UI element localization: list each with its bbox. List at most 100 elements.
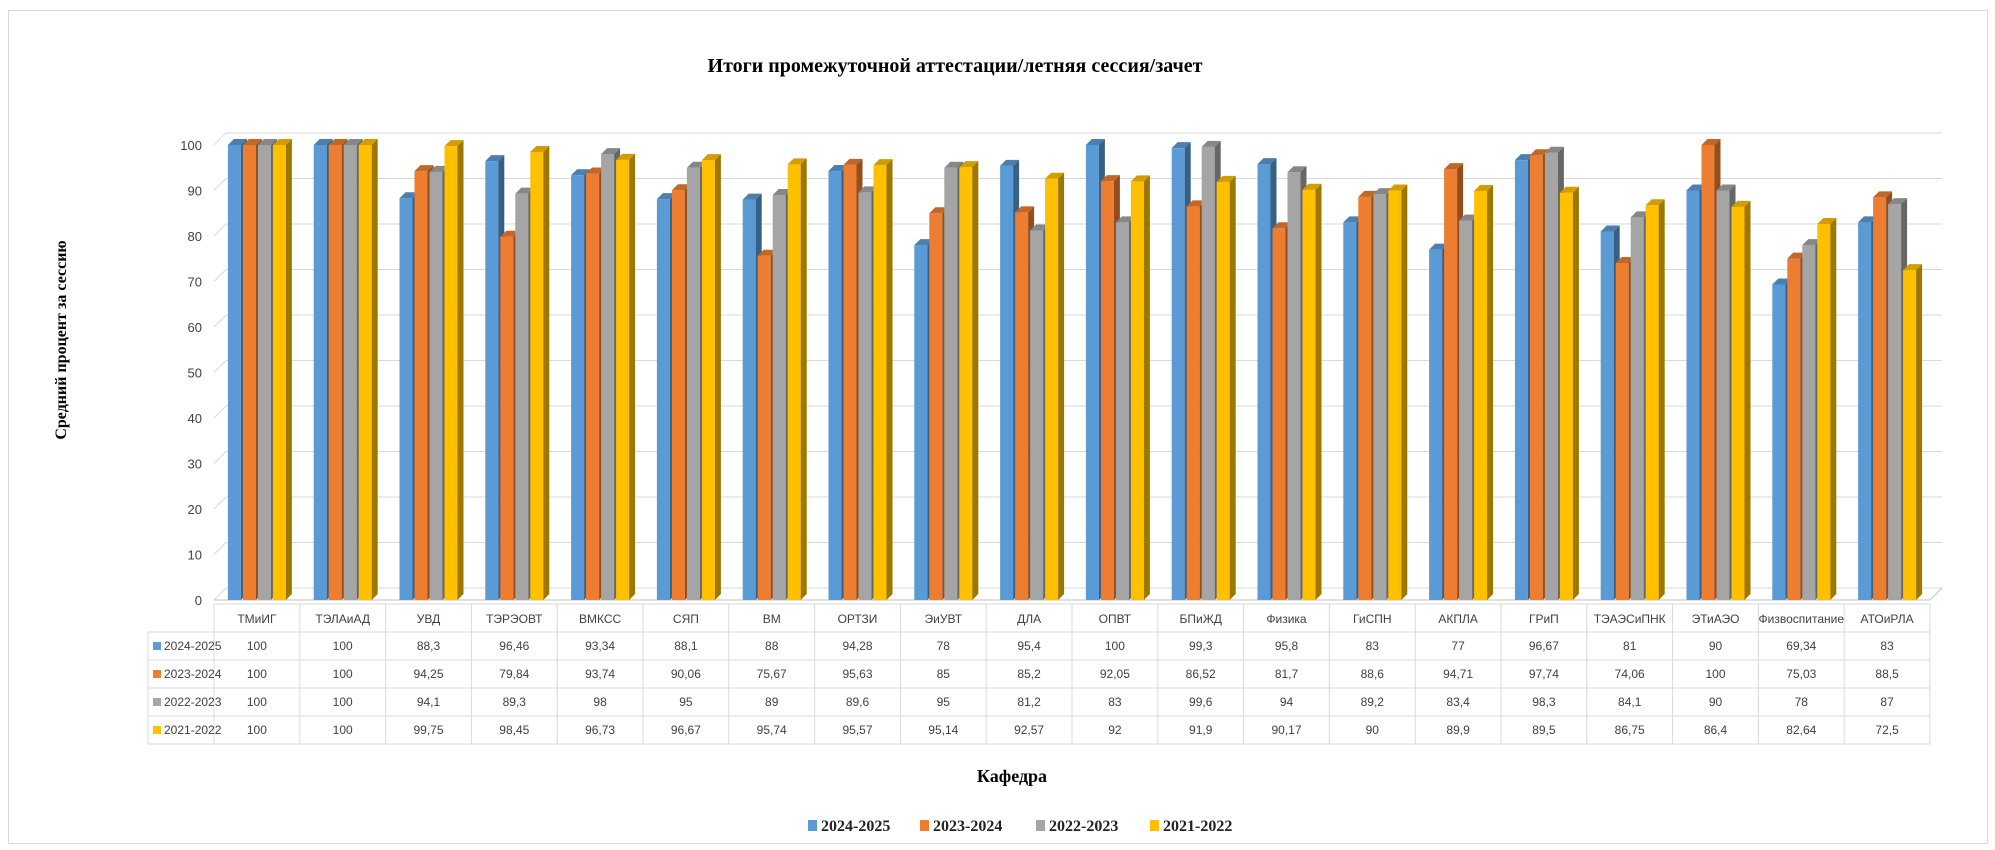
data-label: 100 (247, 695, 267, 709)
bar-top (929, 207, 949, 214)
bar-top (1787, 252, 1807, 259)
data-label: 78 (937, 639, 951, 653)
data-label: 89,5 (1532, 723, 1556, 737)
data-label: 69,34 (1786, 639, 1816, 653)
data-label: 90,06 (671, 667, 701, 681)
grid-line-diag (213, 451, 227, 464)
bar-top (601, 148, 621, 155)
bar-top (227, 139, 247, 145)
data-label: 99,3 (1189, 639, 1213, 653)
bar-top (1701, 139, 1721, 145)
bar (429, 171, 443, 600)
bar (399, 198, 413, 601)
y-tick-label: 60 (188, 320, 202, 335)
data-label: 86,52 (1186, 667, 1216, 681)
bar-top (1257, 158, 1277, 165)
legend-key (1036, 820, 1045, 831)
category-label: АТОиРЛА (1861, 612, 1914, 626)
category-label: УВД (417, 612, 441, 626)
bars (227, 139, 1923, 601)
data-label: 87 (1880, 695, 1894, 709)
data-label: 85 (937, 667, 951, 681)
category-label: СЯП (673, 612, 699, 626)
bar-top (429, 165, 449, 172)
bar-top (1015, 206, 1035, 213)
bar (1802, 245, 1816, 600)
bar-top (843, 158, 863, 165)
bar-top (1000, 159, 1020, 166)
data-label: 89,6 (846, 695, 870, 709)
y-axis-label: Средний процент за сессию (53, 240, 70, 439)
bar (944, 167, 958, 600)
data-label: 81,7 (1275, 667, 1299, 681)
bar (1474, 190, 1488, 600)
bar-group (873, 159, 893, 600)
bar (1615, 263, 1629, 600)
legend-entry: 2022-2023 (1049, 818, 1118, 835)
bar (1817, 223, 1831, 600)
grid-line-diag (213, 405, 227, 419)
bar-top (272, 139, 292, 145)
grid-line-diag (213, 496, 227, 510)
data-label: 98,45 (499, 723, 529, 737)
bar-top (1201, 140, 1221, 147)
bar-top (772, 189, 792, 196)
bar-top (787, 158, 807, 165)
bar-top (530, 146, 550, 153)
data-label: 92,57 (1014, 723, 1044, 737)
bar (1903, 270, 1917, 600)
grid-line-diag (213, 587, 227, 601)
grid-line-diag (213, 360, 227, 373)
bar (1529, 155, 1543, 600)
bar-top (1287, 166, 1307, 173)
bar-top (1216, 175, 1236, 182)
category-label: ТЭЛАиАД (315, 612, 370, 626)
bar-top (656, 193, 676, 200)
bar (772, 195, 786, 601)
bar (1514, 160, 1528, 601)
bar-group (358, 139, 378, 600)
category-label: ОРТЗИ (838, 612, 878, 626)
bar (742, 199, 756, 600)
bar-top (959, 161, 979, 168)
x-axis-floor-edge (1929, 587, 1943, 601)
bar (1888, 204, 1902, 600)
data-label: 98,3 (1532, 695, 1556, 709)
bar-side (1744, 200, 1751, 600)
bar (1171, 148, 1185, 600)
bar (1772, 284, 1786, 600)
bar (1272, 228, 1286, 600)
data-label: 74,06 (1615, 667, 1645, 681)
bar-top (328, 139, 348, 145)
bar-group (1645, 199, 1665, 600)
bar-side (714, 154, 721, 601)
bar-top (757, 249, 777, 256)
data-label: 96,46 (499, 639, 529, 653)
bar-top (485, 155, 505, 162)
data-label: 94,1 (417, 695, 441, 709)
y-tick-label: 0 (195, 593, 202, 608)
bar-group (1903, 264, 1923, 600)
bar (787, 164, 801, 600)
bar (1015, 212, 1029, 600)
bar-top (1045, 172, 1065, 179)
data-label: 100 (333, 667, 353, 681)
bar (1701, 145, 1715, 600)
bar (1100, 181, 1114, 601)
bar-side (886, 159, 893, 600)
bar-top (586, 167, 606, 174)
bar-top (1888, 198, 1908, 205)
bar-group (444, 140, 464, 600)
bar-side (371, 139, 378, 600)
bar-top (515, 187, 535, 194)
table-series-name: 2022-2023 (164, 695, 222, 709)
bar-group (272, 139, 292, 600)
bar-side (1058, 172, 1065, 600)
bar-top (1343, 216, 1363, 223)
bar (571, 175, 585, 601)
bar-top (616, 153, 636, 160)
bar-top (571, 169, 591, 176)
data-label: 90 (1709, 695, 1723, 709)
bar (530, 152, 544, 601)
